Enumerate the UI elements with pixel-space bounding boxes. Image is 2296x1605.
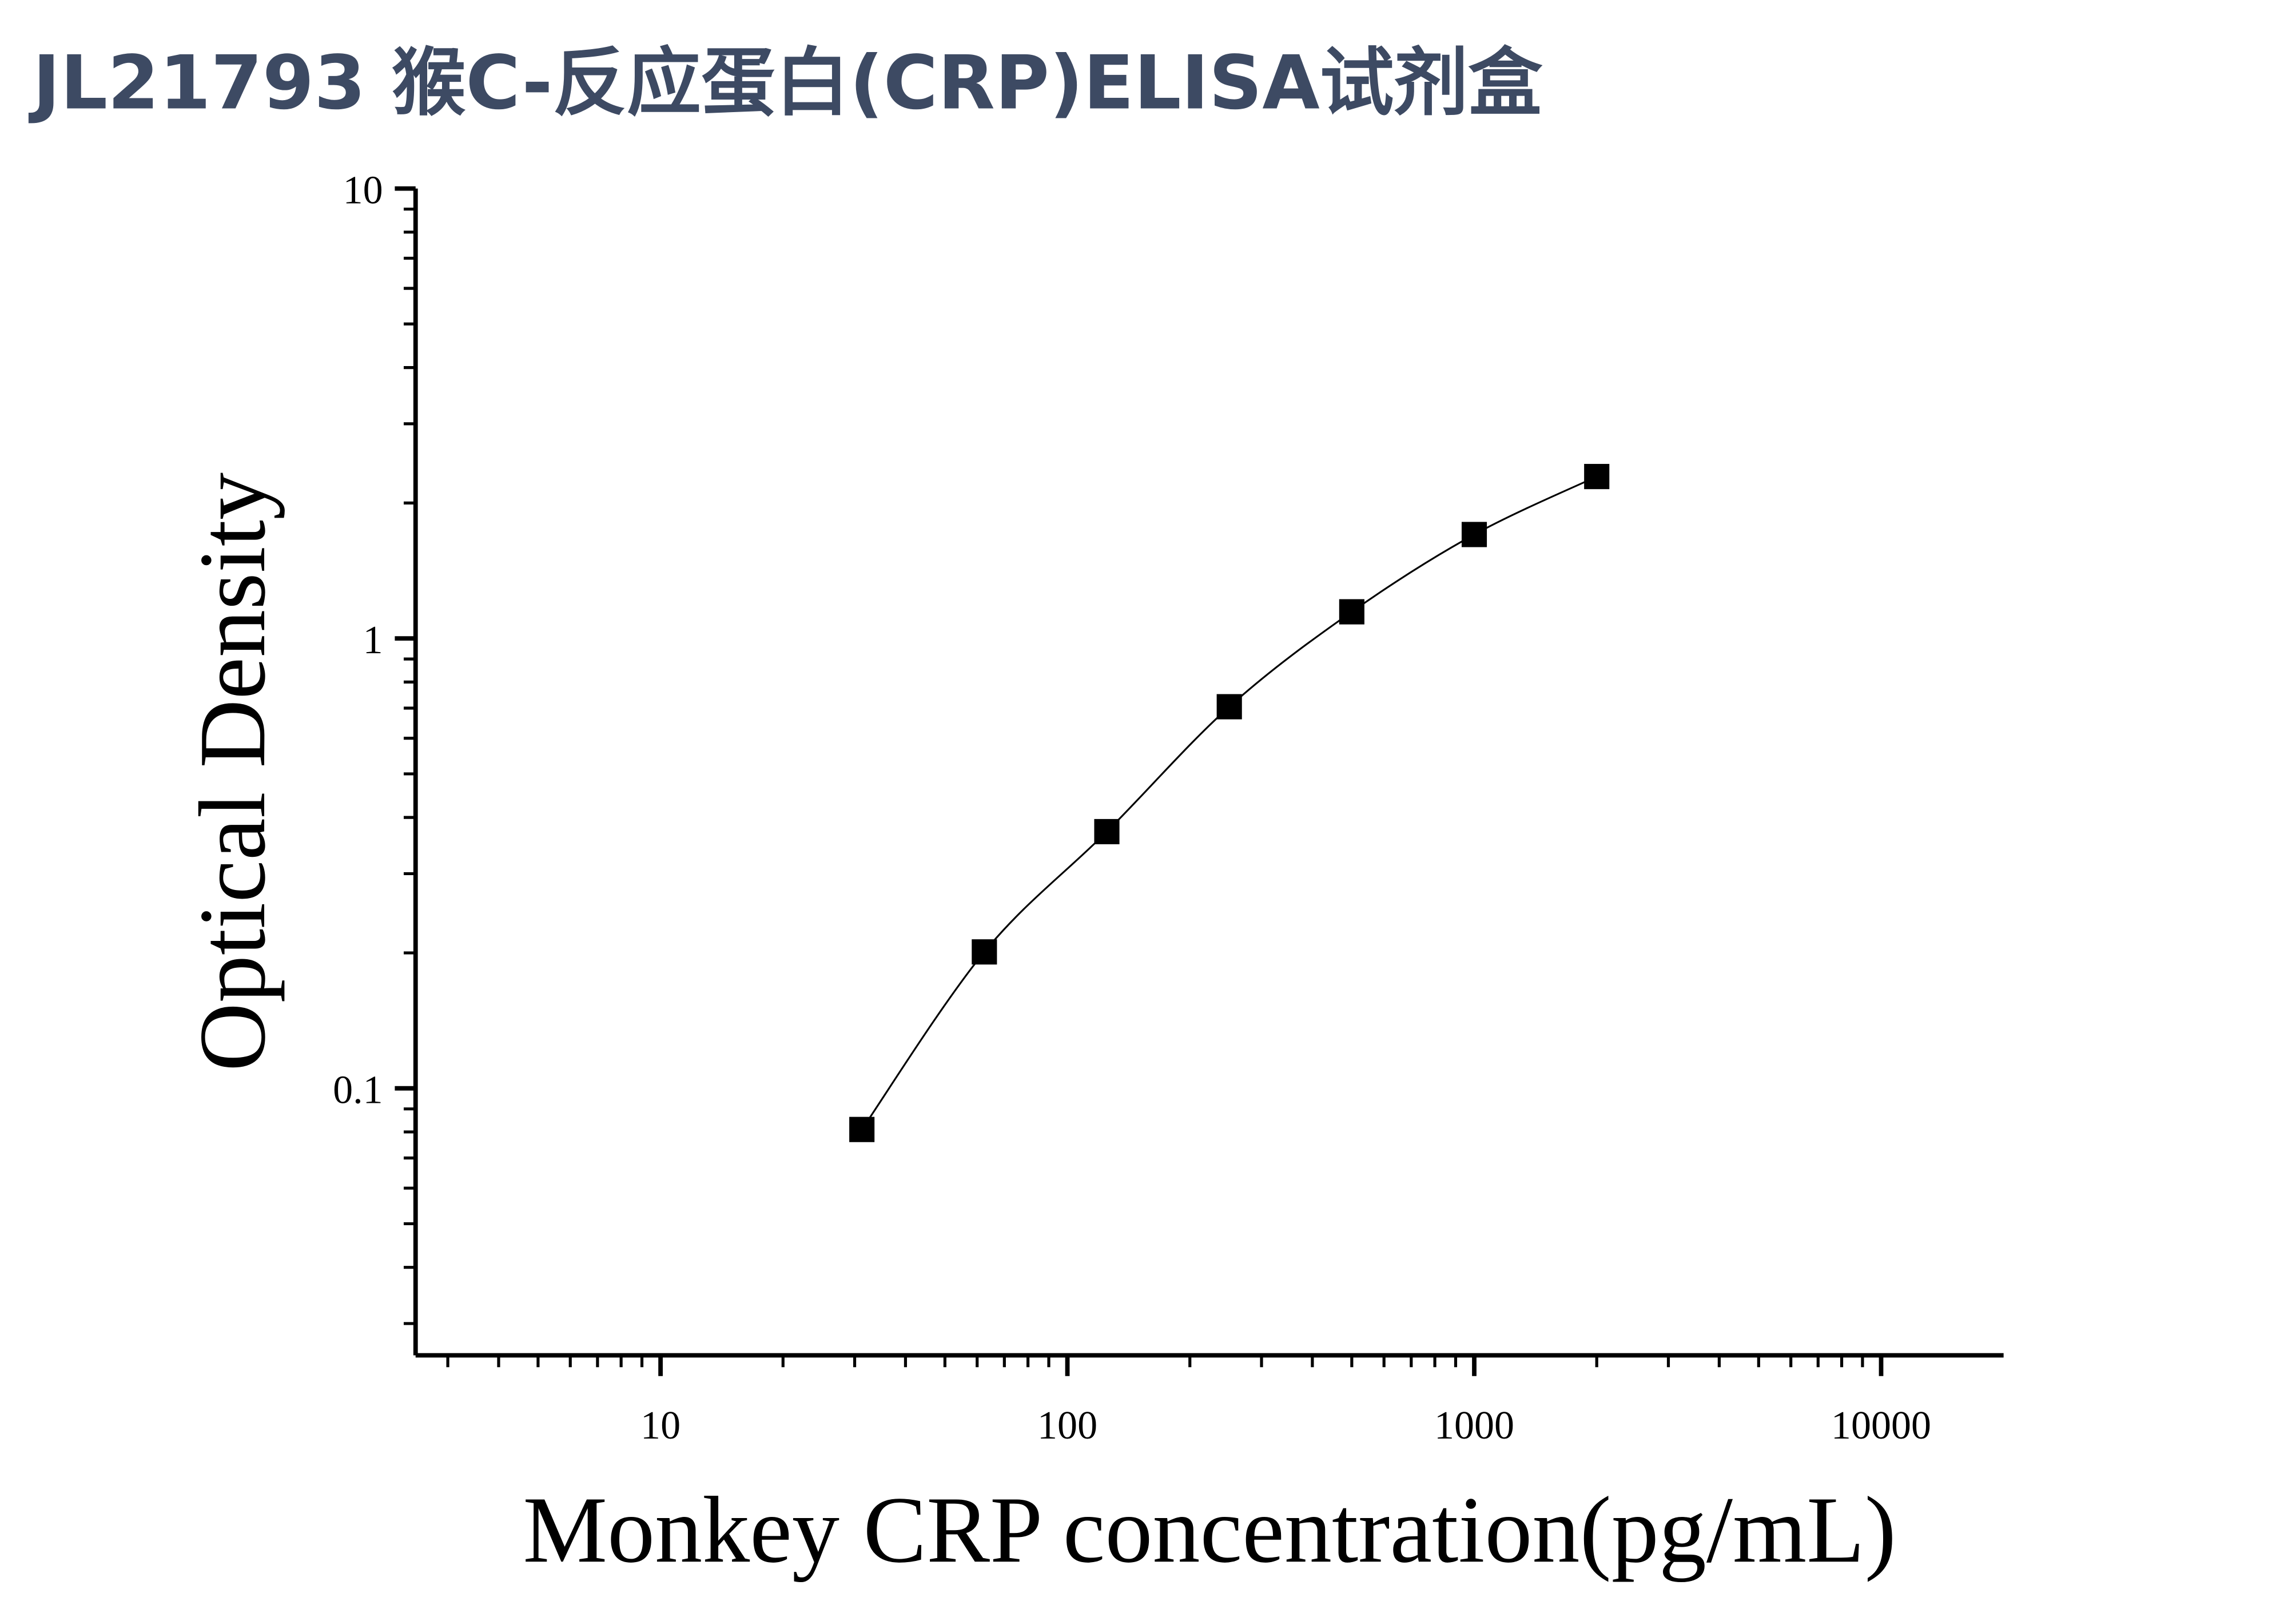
data-point [1094,819,1120,844]
x-tick-label: 1000 [1434,1404,1514,1448]
data-point [972,939,997,965]
y-tick-label: 1 [363,618,383,662]
x-tick-label: 10 [640,1404,681,1448]
data-point [849,1117,875,1142]
chart-title: JL21793 猴C-反应蛋白(CRP)ELISA试剂盒 [28,39,1543,126]
x-tick-label: 100 [1037,1404,1097,1448]
data-point [1461,522,1487,547]
y-tick-label: 0.1 [333,1068,383,1113]
fit-curve [861,475,1597,1130]
x-tick-label: 10000 [1831,1404,1931,1448]
data-point [1584,464,1610,490]
data-point [1216,694,1242,720]
x-axis-label: Monkey CRP concentration(pg/mL) [523,1477,1896,1582]
y-tick-label: 10 [343,169,383,213]
data-point [1339,599,1364,625]
y-axis-label: Optical Density [180,472,285,1071]
